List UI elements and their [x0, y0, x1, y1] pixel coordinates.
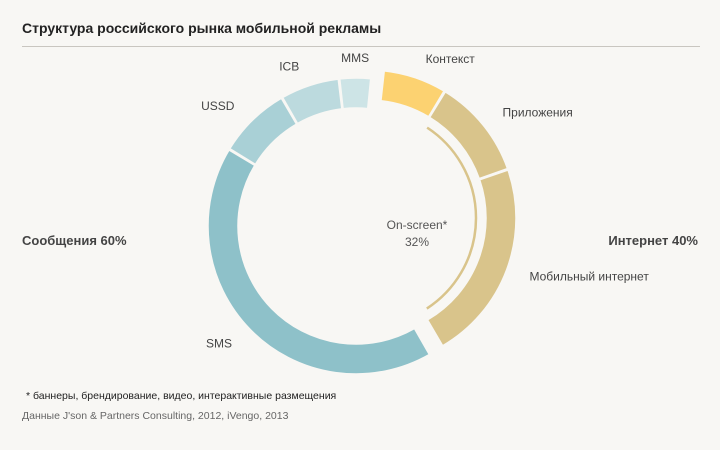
footnote: * баннеры, брендирование, видео, интерак…: [26, 390, 337, 402]
slice-icb: [281, 78, 343, 125]
slice-label-приложения: Приложения: [503, 105, 573, 119]
slice-label-мобильный-интернет: Мобильный интернет: [529, 270, 649, 284]
slice-mms: [338, 77, 372, 110]
title-divider: [22, 46, 700, 47]
group-label-internet: Интернет 40%: [608, 233, 698, 248]
source-note: Данные J'son & Partners Consulting, 2012…: [22, 410, 289, 422]
on-screen-bracket: [426, 126, 478, 310]
annotation-label: On-screen*: [387, 218, 448, 232]
slice-label-контекст: Контекст: [426, 52, 476, 66]
slice-контекст: [380, 70, 446, 118]
slice-label-mms: MMS: [341, 51, 369, 65]
group-label-messages: Сообщения 60%: [22, 233, 127, 248]
slice-ussd: [228, 97, 298, 166]
slice-приложения: [428, 90, 509, 180]
slice-sms: [207, 148, 431, 375]
slice-label-ussd: USSD: [201, 99, 235, 113]
slice-label-sms: SMS: [206, 337, 232, 351]
chart-title: Структура российского рынка мобильной ре…: [22, 20, 382, 36]
slice-label-icb: ICB: [279, 59, 299, 73]
annotation-value: 32%: [405, 235, 429, 249]
slice-мобильный-интернет: [426, 169, 517, 347]
